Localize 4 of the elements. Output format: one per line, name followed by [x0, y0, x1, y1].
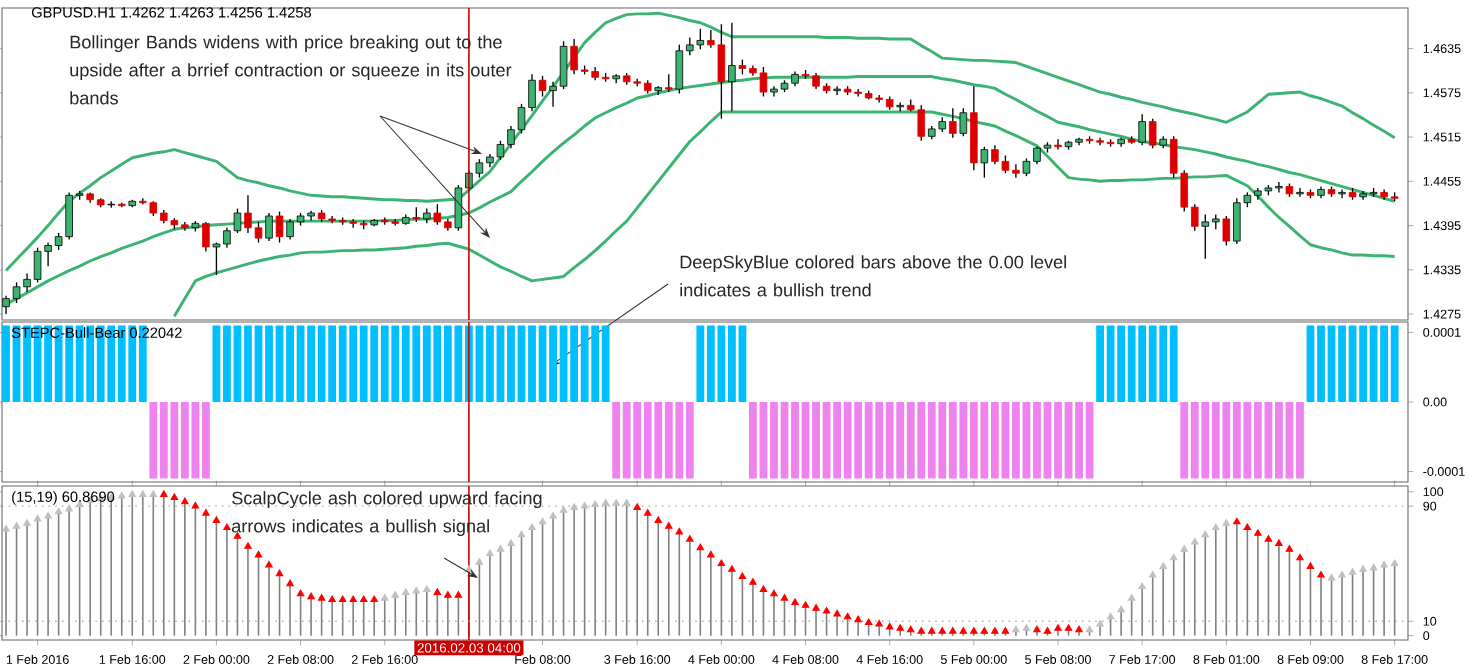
candlestick [980, 145, 989, 179]
candlestick [1138, 113, 1146, 146]
candlestick [265, 212, 273, 242]
annotation: DeepSkyBlue colored bars above the 0.00 level indicates a bullish trend [680, 255, 1066, 297]
